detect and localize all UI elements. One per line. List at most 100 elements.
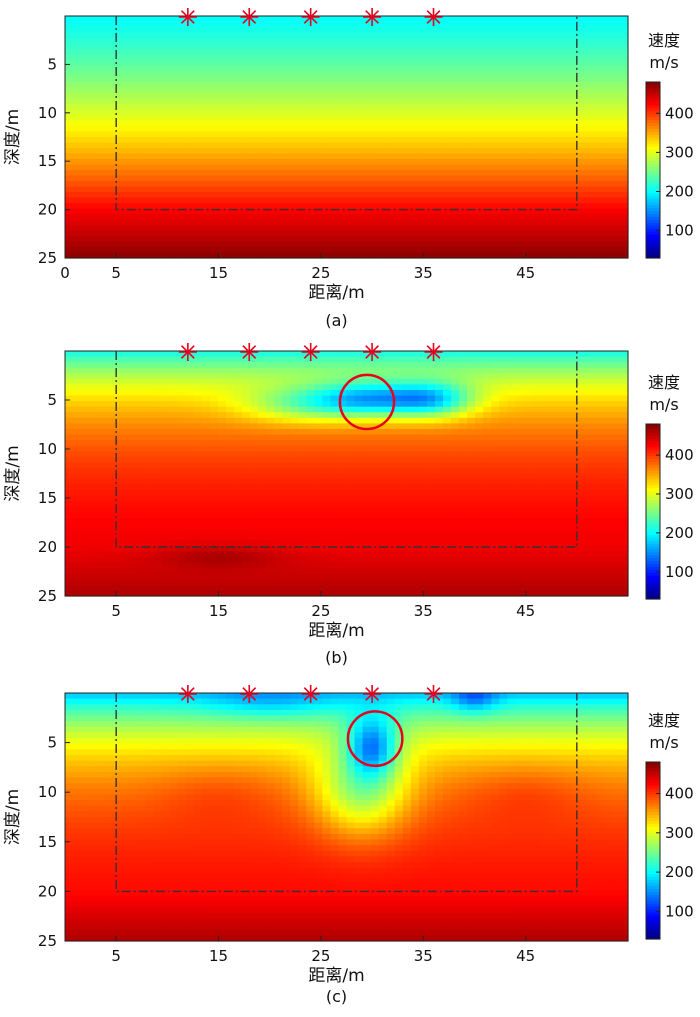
heatmap-cell: [186, 390, 195, 396]
heatmap-cell: [218, 351, 227, 357]
heatmap-cell: [467, 440, 476, 446]
heatmap-cell: [604, 44, 613, 50]
heatmap-cell: [81, 44, 90, 50]
heatmap-cell: [491, 479, 500, 485]
heatmap-cell: [290, 247, 299, 253]
heatmap-cell: [499, 170, 508, 176]
heatmap-cell: [322, 137, 331, 143]
heatmap-cell: [483, 418, 492, 424]
heatmap-cell: [427, 242, 436, 248]
heatmap-cell: [572, 401, 581, 407]
heatmap-cell: [81, 143, 90, 149]
heatmap-cell: [162, 170, 171, 176]
heatmap-cell: [314, 181, 323, 187]
heatmap-cell: [338, 203, 347, 209]
heatmap-cell: [451, 192, 460, 198]
heatmap-cell: [515, 412, 524, 418]
heatmap-cell: [548, 165, 557, 171]
heatmap-cell: [572, 99, 581, 105]
heatmap-cell: [194, 198, 203, 204]
heatmap-cell: [186, 362, 195, 368]
heatmap-cell: [145, 357, 154, 363]
heatmap-cell: [170, 474, 179, 480]
heatmap-cell: [290, 121, 299, 127]
heatmap-cell: [483, 468, 492, 474]
heatmap-cell: [89, 66, 98, 72]
heatmap-cell: [564, 379, 573, 385]
heatmap-cell: [129, 468, 138, 474]
heatmap-cell: [435, 27, 444, 33]
heatmap-cell: [451, 435, 460, 441]
heatmap-cell: [531, 446, 540, 452]
heatmap-cell: [451, 474, 460, 480]
heatmap-cell: [588, 192, 597, 198]
heatmap-cell: [564, 170, 573, 176]
heatmap-cell: [81, 60, 90, 66]
heatmap-cell: [234, 401, 243, 407]
heatmap-cell: [250, 187, 259, 193]
heatmap-cell: [121, 479, 130, 485]
heatmap-cell: [507, 121, 516, 127]
heatmap-cell: [371, 396, 380, 402]
heatmap-cell: [507, 33, 516, 39]
heatmap-cell: [153, 247, 162, 253]
heatmap-cell: [314, 27, 323, 33]
heatmap-cell: [443, 236, 452, 242]
heatmap-cell: [81, 457, 90, 463]
heatmap-cell: [162, 126, 171, 132]
heatmap-cell: [435, 203, 444, 209]
heatmap-cell: [290, 429, 299, 435]
heatmap-cell: [258, 418, 267, 424]
heatmap-cell: [81, 110, 90, 116]
heatmap-cell: [572, 446, 581, 452]
heatmap-cell: [322, 33, 331, 39]
heatmap-cell: [113, 247, 122, 253]
heatmap-cell: [531, 231, 540, 237]
heatmap-cell: [153, 384, 162, 390]
heatmap-cell: [604, 384, 613, 390]
heatmap-cell: [572, 71, 581, 77]
heatmap-cell: [186, 176, 195, 182]
heatmap-cell: [242, 77, 251, 83]
heatmap-cell: [435, 407, 444, 413]
heatmap-cell: [170, 77, 179, 83]
heatmap-cell: [89, 198, 98, 204]
heatmap-cell: [548, 38, 557, 44]
heatmap-cell: [435, 440, 444, 446]
heatmap-cell: [137, 214, 146, 220]
heatmap-cell: [121, 176, 130, 182]
heatmap-cell: [274, 462, 283, 468]
heatmap-cell: [556, 143, 565, 149]
heatmap-cell: [548, 132, 557, 138]
heatmap-cell: [580, 16, 589, 22]
heatmap-cell: [515, 198, 524, 204]
heatmap-cell: [612, 27, 621, 33]
heatmap-cell: [507, 55, 516, 61]
heatmap-cell: [314, 66, 323, 72]
heatmap-cell: [523, 451, 532, 457]
heatmap-cell: [137, 137, 146, 143]
heatmap-cell: [548, 225, 557, 231]
heatmap-cell: [306, 225, 315, 231]
heatmap-cell: [226, 407, 235, 413]
heatmap-cell: [403, 159, 412, 165]
heatmap-cell: [483, 148, 492, 154]
heatmap-cell: [580, 390, 589, 396]
heatmap-cell: [105, 159, 114, 165]
heatmap-cell: [81, 214, 90, 220]
heatmap-cell: [363, 66, 372, 72]
heatmap-cell: [572, 49, 581, 55]
heatmap-cell: [475, 77, 484, 83]
heatmap-cell: [218, 71, 227, 77]
heatmap-cell: [387, 66, 396, 72]
heatmap-cell: [242, 407, 251, 413]
heatmap-cell: [612, 137, 621, 143]
heatmap-cell: [523, 77, 532, 83]
heatmap-cell: [379, 362, 388, 368]
heatmap-cell: [604, 401, 613, 407]
heatmap-cell: [596, 220, 605, 226]
heatmap-cell: [387, 121, 396, 127]
heatmap-cell: [572, 468, 581, 474]
heatmap-cell: [113, 82, 122, 88]
